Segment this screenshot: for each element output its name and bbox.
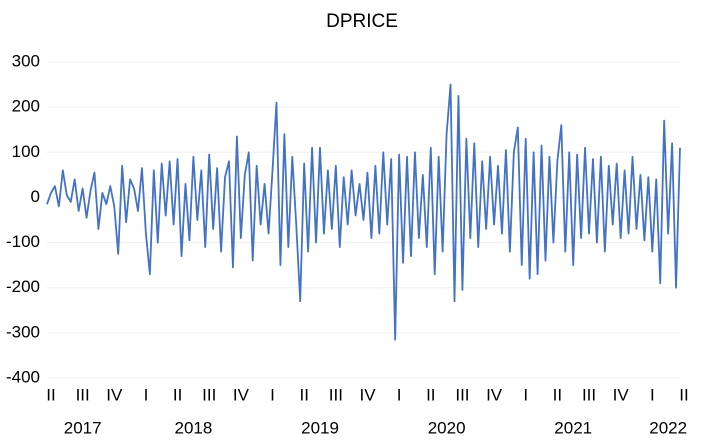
x-tick-label: III — [76, 385, 90, 404]
year-label: 2019 — [301, 418, 339, 437]
y-tick-label: -100 — [6, 232, 40, 251]
x-tick-label: II — [46, 385, 55, 404]
data-line — [46, 83, 681, 341]
x-tick-label: I — [523, 385, 528, 404]
chart-title: DPRICE — [326, 11, 398, 32]
y-tick-label: 200 — [12, 97, 40, 116]
x-tick-label: IV — [486, 385, 503, 404]
x-tick-label: IV — [106, 385, 123, 404]
x-tick-label: IV — [613, 385, 630, 404]
x-tick-label: II — [173, 385, 182, 404]
x-tick-label: I — [270, 385, 275, 404]
year-label: 2021 — [554, 418, 592, 437]
y-tick-label: 100 — [12, 142, 40, 161]
x-tick-label: III — [329, 385, 343, 404]
x-tick-label: IV — [233, 385, 250, 404]
x-tick-label: III — [582, 385, 596, 404]
year-label: 2022 — [649, 418, 687, 437]
x-tick-label: I — [144, 385, 149, 404]
x-tick-label: III — [202, 385, 216, 404]
x-tick-label: II — [553, 385, 562, 404]
x-tick-label: III — [455, 385, 469, 404]
year-label: 2018 — [175, 418, 213, 437]
x-tick-label: II — [299, 385, 308, 404]
y-tick-label: -200 — [6, 277, 40, 296]
x-tick-label: I — [397, 385, 402, 404]
x-tick-label: IV — [359, 385, 376, 404]
x-tick-label: I — [650, 385, 655, 404]
x-tick-label: II — [679, 385, 688, 404]
year-label: 2020 — [428, 418, 466, 437]
y-tick-label: 0 — [31, 187, 40, 206]
y-tick-label: 300 — [12, 51, 40, 70]
y-tick-label: -300 — [6, 322, 40, 341]
y-tick-label: -400 — [6, 367, 40, 386]
x-tick-label: II — [426, 385, 435, 404]
year-label: 2017 — [64, 418, 102, 437]
